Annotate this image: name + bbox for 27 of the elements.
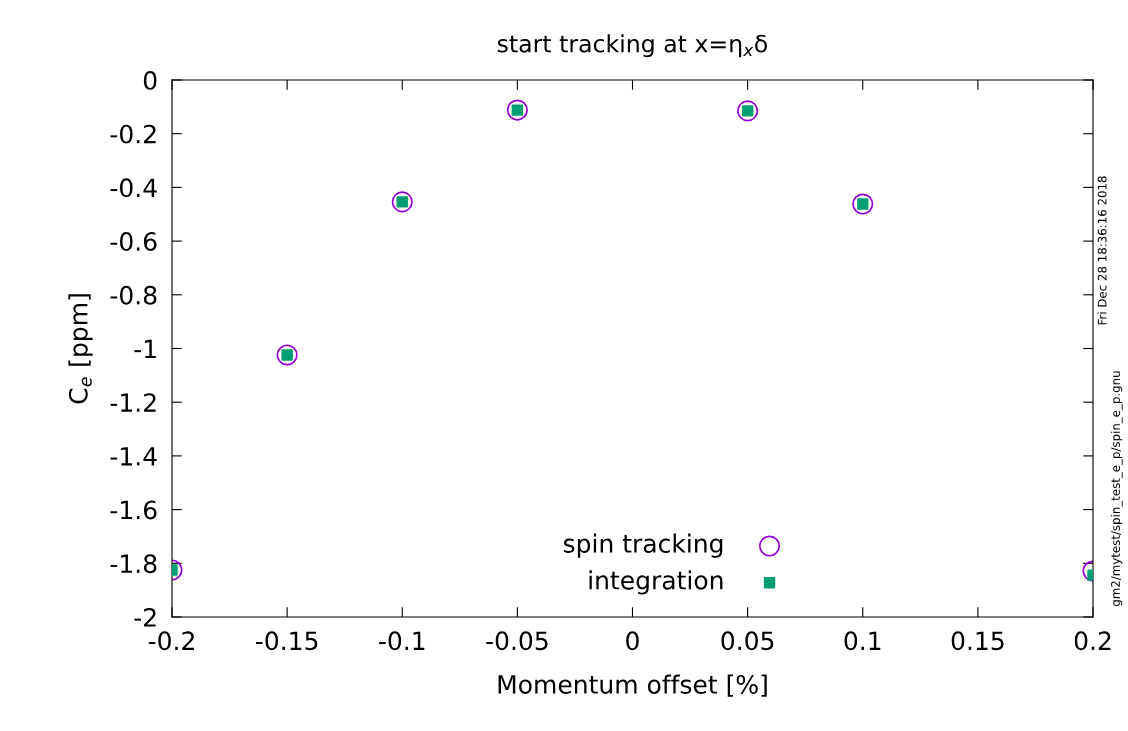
x-tick-label: 0.05 [721, 631, 774, 651]
legend-label: integration [589, 570, 723, 595]
legend-label: spin tracking [563, 533, 723, 558]
y-tick-label: -1.2 [110, 393, 156, 412]
x-tick-label: 0.2 [1074, 631, 1111, 651]
x-tick-label: -0.1 [379, 631, 425, 651]
y-tick-label: -1.4 [110, 447, 157, 466]
y-tick-label: -0.4 [110, 178, 157, 198]
x-axis-title: Momentum offset [%] [498, 674, 767, 697]
y-tick-label: -0.2 [110, 124, 156, 144]
chart-title: start tracking at x=η$_{x}$δ [497, 34, 767, 58]
y-tick-label: -1 [134, 339, 156, 358]
text: Fri Dec 28 18:36:16 2018 [1097, 176, 1107, 325]
x-tick-label: 0.1 [844, 631, 881, 651]
y-tick-label: -0.6 [110, 232, 157, 251]
y-tick-label: -1.6 [110, 500, 157, 520]
text: gm2/mytest/spin_test_e_p/spin_e_p.gnu [1110, 371, 1123, 607]
y-tick-label: -2 [134, 607, 156, 627]
x-tick-label: 0 [626, 631, 639, 651]
y-tick-label: -0.8 [110, 285, 157, 305]
x-tick-label: 0.15 [951, 631, 1004, 651]
y-axis-title: C$_{e}$ [ppm] [68, 294, 93, 404]
x-tick-label: -0.05 [486, 631, 548, 651]
x-tick-label: -0.15 [256, 631, 318, 651]
y-tick-label: 0 [143, 70, 157, 90]
x-tick-label: -0.2 [148, 631, 194, 651]
y-tick-label: -1.8 [110, 554, 157, 574]
